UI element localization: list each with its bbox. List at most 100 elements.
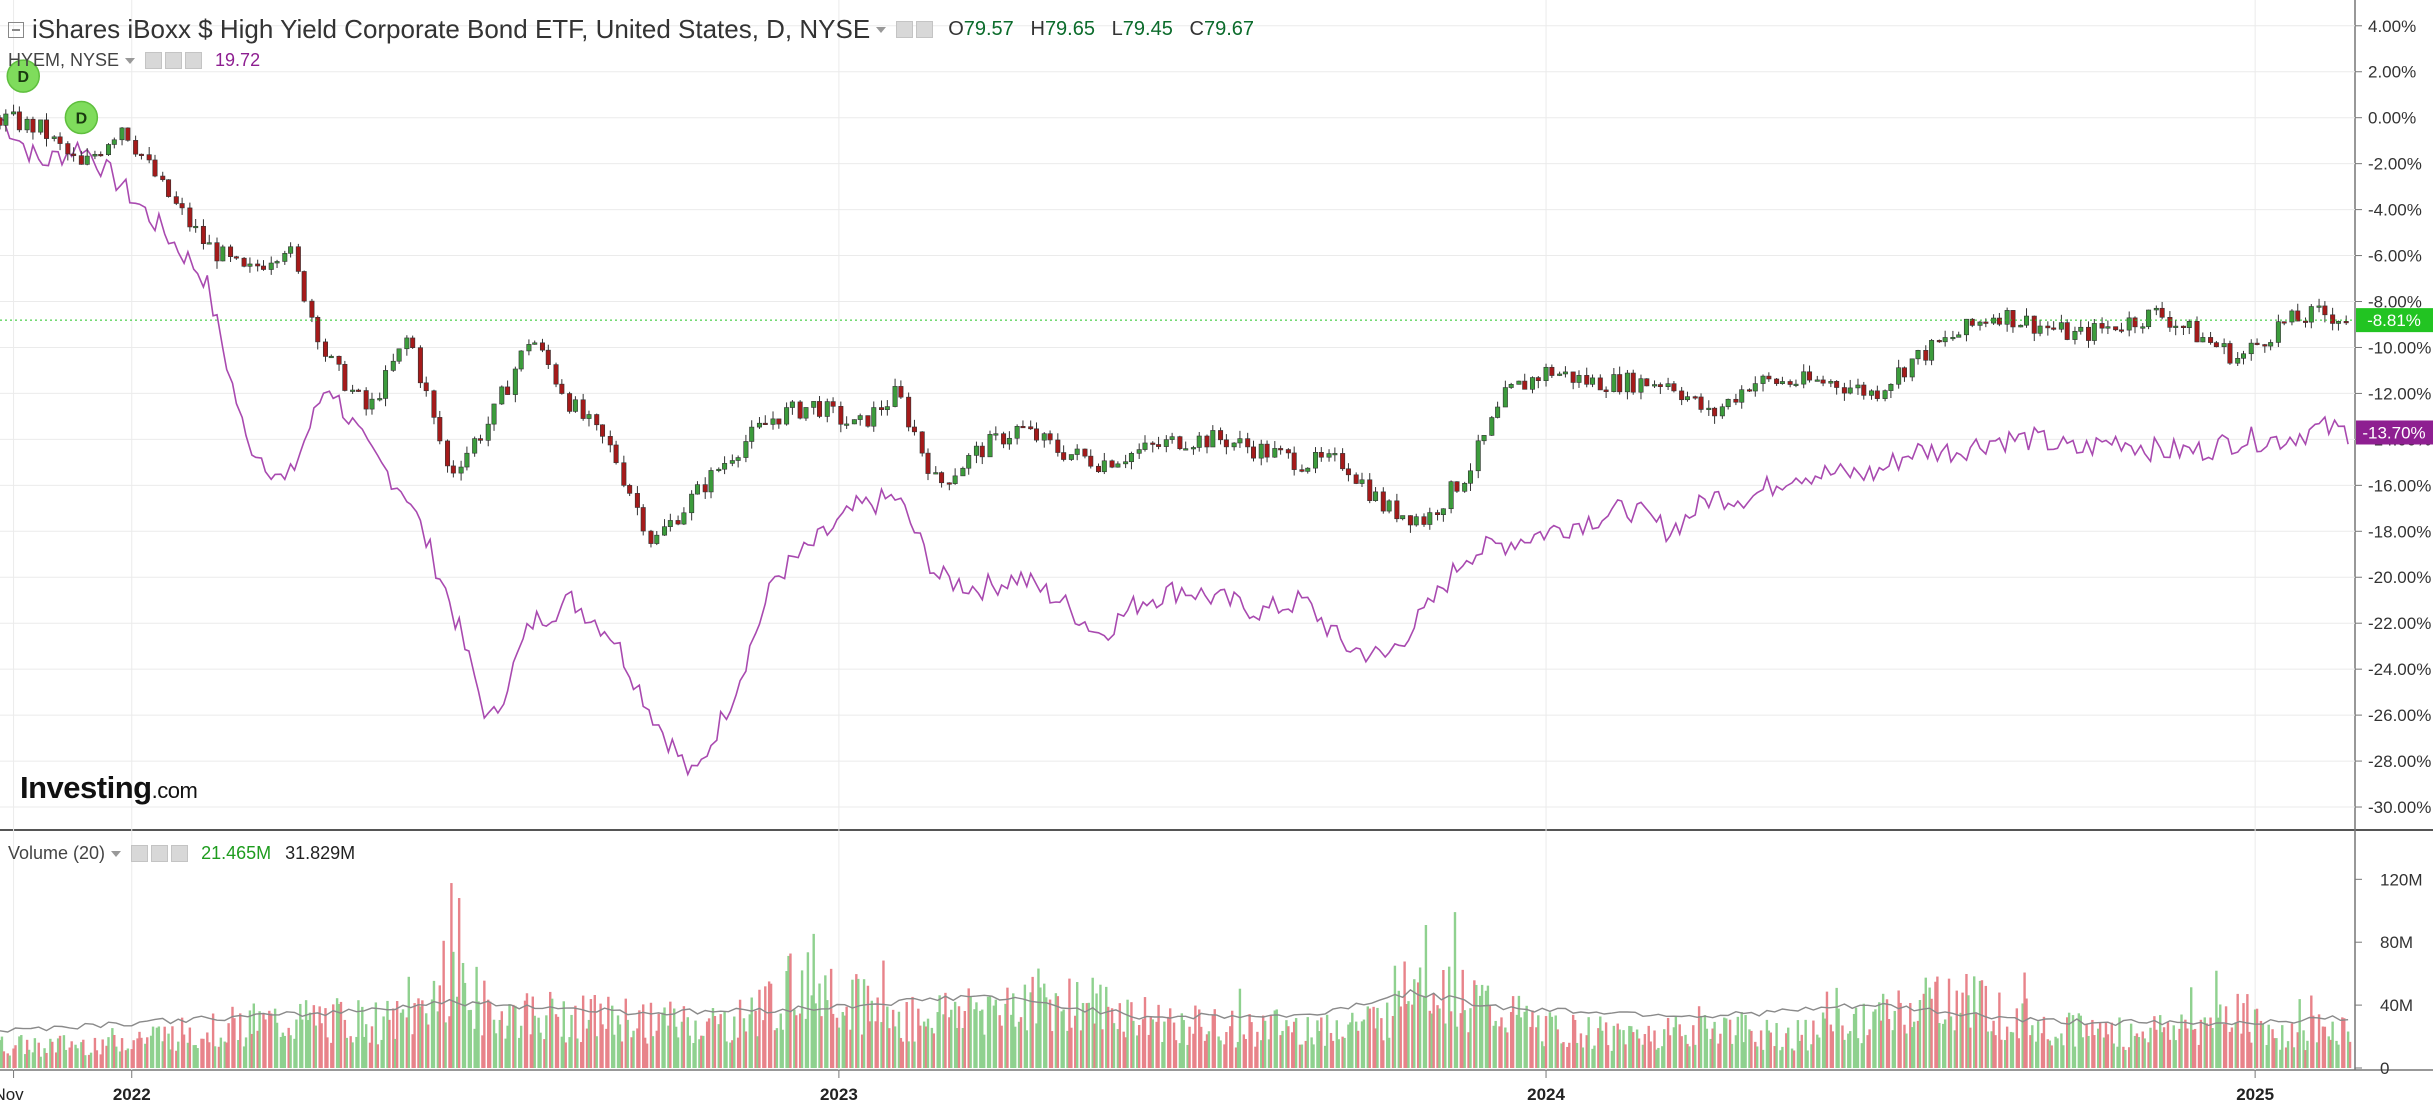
volume-bar [330, 1042, 333, 1068]
volume-bar [1444, 1023, 1447, 1068]
candle [2004, 310, 2010, 325]
volume-bar [514, 1005, 517, 1068]
close-icon[interactable] [185, 52, 203, 69]
volume-bar [275, 1022, 279, 1068]
compare-badge: -13.70% [2362, 423, 2425, 442]
volume-bar [2067, 1012, 2071, 1068]
volume-bar [1537, 1015, 1540, 1068]
volume-bar [1298, 1044, 1302, 1068]
volume-bar [1723, 1017, 1726, 1068]
collapse-icon[interactable] [8, 21, 24, 38]
volume-bar [1781, 1046, 1784, 1068]
chevron-down-icon[interactable] [111, 850, 122, 857]
volume-bar [1961, 992, 1964, 1068]
settings-icon[interactable] [151, 845, 169, 862]
candle [423, 382, 429, 392]
volume-bar [651, 1036, 655, 1068]
volume-bar [1056, 996, 1060, 1068]
volume-bar [1816, 1034, 1819, 1068]
volume-bar [1331, 1040, 1335, 1068]
volume-bar [518, 1037, 521, 1068]
volume-bar [1992, 1020, 1995, 1068]
volume-bar [781, 1029, 784, 1068]
candle [811, 401, 817, 408]
y-tick-label: -22.00% [2368, 614, 2431, 633]
volume-bar [1980, 980, 1984, 1068]
volume-bar [818, 983, 821, 1068]
candle [1101, 460, 1107, 473]
visibility-icon[interactable] [131, 845, 149, 862]
volume-bar [1416, 982, 1420, 1068]
volume-bar [177, 1041, 180, 1068]
volume-bar [2036, 1021, 2040, 1068]
volume-bar [27, 1049, 31, 1068]
candle [274, 261, 280, 264]
candle [675, 520, 681, 525]
volume-bar [2104, 1022, 2108, 1068]
settings-icon[interactable] [916, 21, 934, 38]
volume-bar [1606, 1045, 1610, 1068]
volume-bar [1188, 1026, 1191, 1068]
volume-bar [2166, 1022, 2170, 1068]
volume-bar [1137, 1024, 1141, 1068]
volume-bar [1686, 1043, 1689, 1068]
y-tick-label: -28.00% [2368, 752, 2431, 771]
volume-bar [1986, 1031, 1989, 1068]
candle [111, 139, 117, 145]
volume-bar [1230, 1010, 1234, 1068]
candle [1874, 390, 1880, 399]
volume-bar [1571, 1014, 1575, 1068]
volume-bar [1699, 1015, 1703, 1068]
volume-ma-line [0, 989, 2349, 1033]
candle [553, 364, 559, 385]
volume-bar [1542, 1046, 1546, 1068]
candle [1367, 479, 1373, 501]
time-x-axis: Nov 2022 2023 2024 2025 [0, 0, 2274, 1104]
volume-bar [1099, 984, 1102, 1068]
volume-bar [332, 1004, 335, 1068]
volume-bar [1105, 986, 1108, 1068]
volume-bar [1318, 1031, 1321, 1068]
candle [1427, 512, 1433, 525]
volume-bar [754, 1010, 757, 1068]
volume-bar [1316, 1020, 1319, 1068]
visibility-icon[interactable] [896, 21, 914, 38]
visibility-icon[interactable] [145, 52, 163, 69]
candle [2322, 305, 2328, 316]
volume-bar [994, 999, 998, 1068]
volume-bar [237, 1040, 240, 1068]
volume-bar [2106, 1034, 2110, 1068]
volume-bar [1775, 1023, 1778, 1068]
y-tick-label: -24.00% [2368, 660, 2431, 679]
volume-bar [392, 1008, 395, 1068]
volume-bar [1899, 1002, 1902, 1068]
chevron-down-icon[interactable] [876, 26, 887, 33]
close-icon[interactable] [171, 845, 189, 862]
volume-bar [2048, 1040, 2051, 1068]
volume-bar [738, 999, 742, 1068]
candle [512, 368, 518, 395]
chevron-down-icon[interactable] [125, 57, 136, 64]
candle [526, 344, 532, 352]
volume-bar [105, 1045, 108, 1068]
volume-bar [169, 1049, 172, 1068]
volume-bar [1573, 1019, 1577, 1068]
volume-bar [82, 1039, 85, 1068]
volume-bar [1852, 1013, 1856, 1068]
volume-bar [1025, 1030, 1029, 1068]
volume-bar [1653, 1030, 1656, 1068]
volume-bar [299, 1003, 302, 1068]
volume-bar [161, 1041, 164, 1068]
settings-icon[interactable] [165, 52, 183, 69]
volume-bar [576, 1038, 579, 1068]
volume-bar [1172, 1022, 1176, 1068]
volume-bar [1579, 1033, 1583, 1068]
volume-bar [258, 1011, 261, 1068]
volume-bar [2000, 1039, 2003, 1068]
volume-bar [512, 1004, 515, 1068]
candle [892, 386, 898, 407]
volume-bar [1709, 1038, 1712, 1068]
volume-bar [1974, 1013, 1978, 1068]
candle [1719, 406, 1725, 417]
